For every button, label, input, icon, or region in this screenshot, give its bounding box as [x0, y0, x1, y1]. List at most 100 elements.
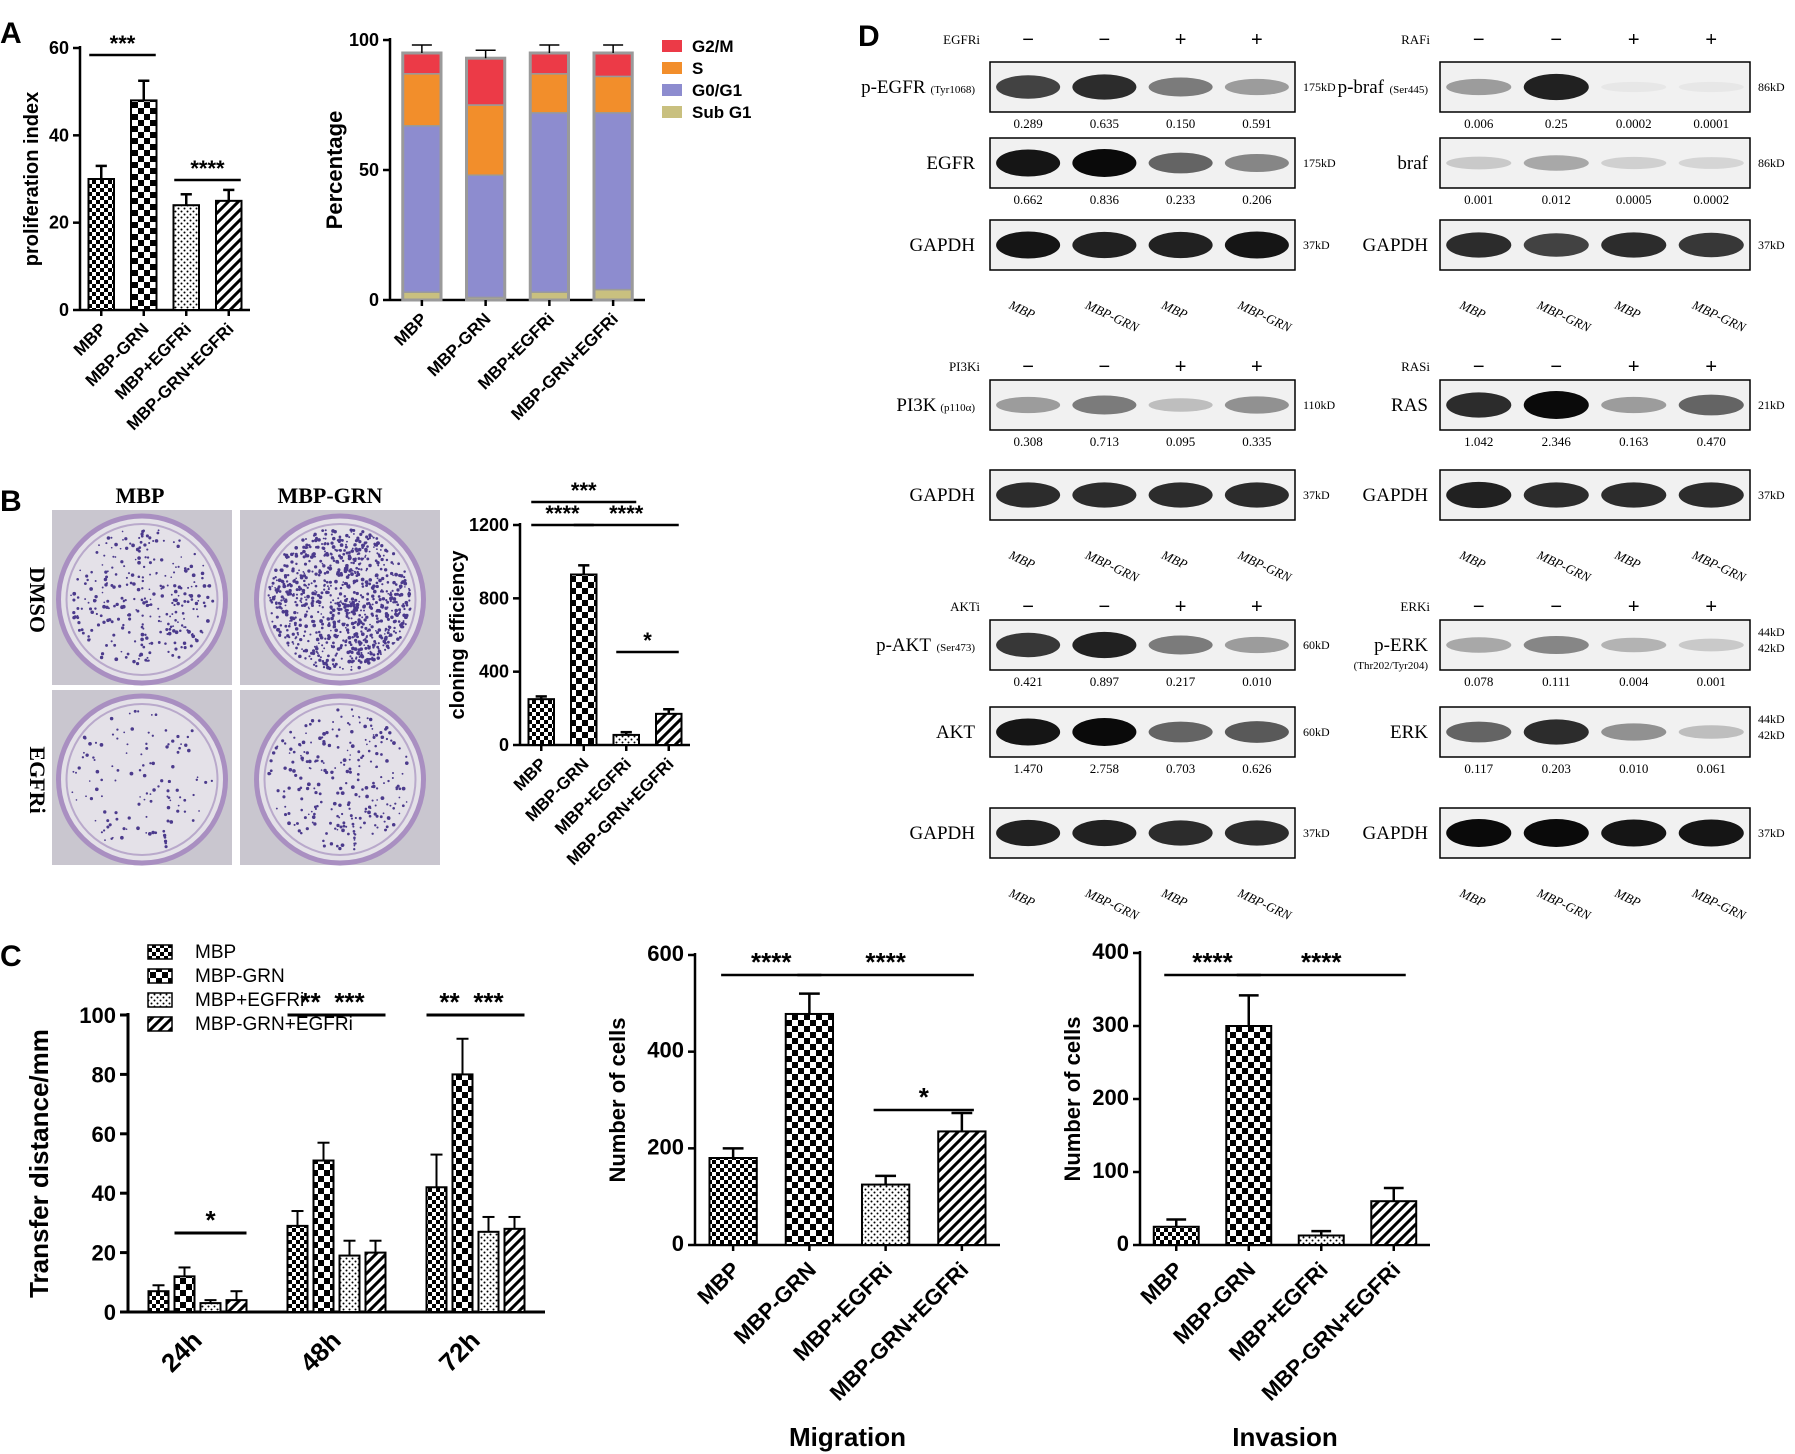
colony — [88, 607, 93, 611]
colony — [378, 598, 382, 602]
colony — [396, 637, 400, 641]
colony — [364, 547, 368, 552]
colony — [379, 549, 382, 551]
stacked-segment — [402, 73, 442, 127]
treatment-sign: + — [1705, 29, 1717, 51]
colony — [364, 738, 367, 741]
colony — [342, 821, 346, 825]
colony — [145, 600, 148, 604]
colony — [374, 573, 379, 578]
colony — [295, 603, 299, 607]
colony — [350, 572, 354, 577]
colony — [343, 605, 347, 609]
colony — [337, 611, 341, 615]
colony — [138, 769, 142, 772]
colony — [99, 614, 103, 618]
colony — [164, 845, 168, 849]
y-tick-label: 0 — [59, 300, 69, 320]
blot-band — [1446, 232, 1512, 258]
colony — [364, 613, 367, 616]
colony — [363, 541, 367, 545]
colony — [189, 564, 194, 569]
colony — [342, 758, 347, 763]
colony — [157, 641, 161, 644]
colony — [154, 713, 158, 717]
colony — [282, 584, 287, 589]
colony — [295, 646, 298, 650]
colony — [345, 769, 350, 774]
colony — [324, 529, 327, 532]
colony — [183, 810, 187, 813]
colony — [72, 610, 76, 615]
bar — [199, 1302, 222, 1313]
colony — [296, 572, 299, 575]
blot-band — [1678, 232, 1744, 258]
lane-label: MBP-GRN — [1689, 885, 1749, 924]
band-quantity: 0.703 — [1166, 761, 1195, 776]
colony — [350, 549, 355, 553]
colony — [348, 770, 352, 774]
colony — [129, 581, 133, 585]
colony — [323, 588, 326, 591]
colony — [388, 625, 392, 629]
colony — [366, 743, 368, 746]
colony — [181, 612, 185, 615]
colony — [376, 652, 380, 656]
colony — [401, 786, 406, 791]
colony — [157, 785, 160, 788]
colony — [315, 664, 318, 668]
colony — [300, 808, 303, 812]
colony — [377, 642, 380, 645]
colony — [342, 639, 345, 642]
colony — [385, 590, 389, 593]
colony — [380, 636, 384, 640]
colony — [149, 603, 153, 606]
y-tick-label: 60 — [92, 1122, 116, 1147]
colony — [317, 573, 321, 577]
bar — [708, 1157, 758, 1246]
y-tick-label: 80 — [92, 1062, 116, 1087]
colony — [163, 836, 167, 839]
colony — [105, 643, 108, 647]
colony — [133, 640, 137, 643]
colony — [325, 590, 329, 595]
colony — [315, 591, 318, 594]
colony — [394, 572, 398, 577]
band-quantity: 0.117 — [1464, 761, 1493, 776]
colony — [317, 599, 320, 603]
colony — [294, 627, 299, 631]
colony — [339, 666, 341, 669]
colony — [165, 612, 169, 616]
colony — [268, 585, 271, 589]
colony — [300, 551, 303, 555]
colony — [296, 612, 299, 614]
colony — [279, 568, 283, 571]
dish-rim — [65, 703, 219, 856]
colony — [103, 601, 106, 604]
colony — [341, 559, 345, 563]
band-quantity: 0.335 — [1242, 434, 1271, 449]
colony — [351, 635, 355, 639]
colony — [142, 601, 146, 605]
treatment-sign: − — [1473, 29, 1485, 51]
blot-band — [1148, 398, 1213, 412]
colony — [305, 760, 309, 764]
colony — [331, 658, 335, 662]
panel-letter-a: A — [0, 17, 22, 50]
colony — [171, 653, 175, 657]
colony — [195, 585, 198, 588]
colony — [372, 536, 375, 539]
colony — [387, 646, 390, 650]
colony — [314, 555, 317, 558]
bar — [527, 698, 555, 747]
colony — [370, 657, 375, 661]
colony — [172, 629, 176, 633]
colony — [398, 630, 401, 633]
colony — [287, 624, 291, 628]
colony — [358, 715, 360, 718]
bar — [1370, 1200, 1418, 1246]
colony — [80, 628, 84, 632]
colony — [125, 828, 128, 830]
colony — [361, 530, 365, 534]
blot-band — [1678, 81, 1744, 93]
